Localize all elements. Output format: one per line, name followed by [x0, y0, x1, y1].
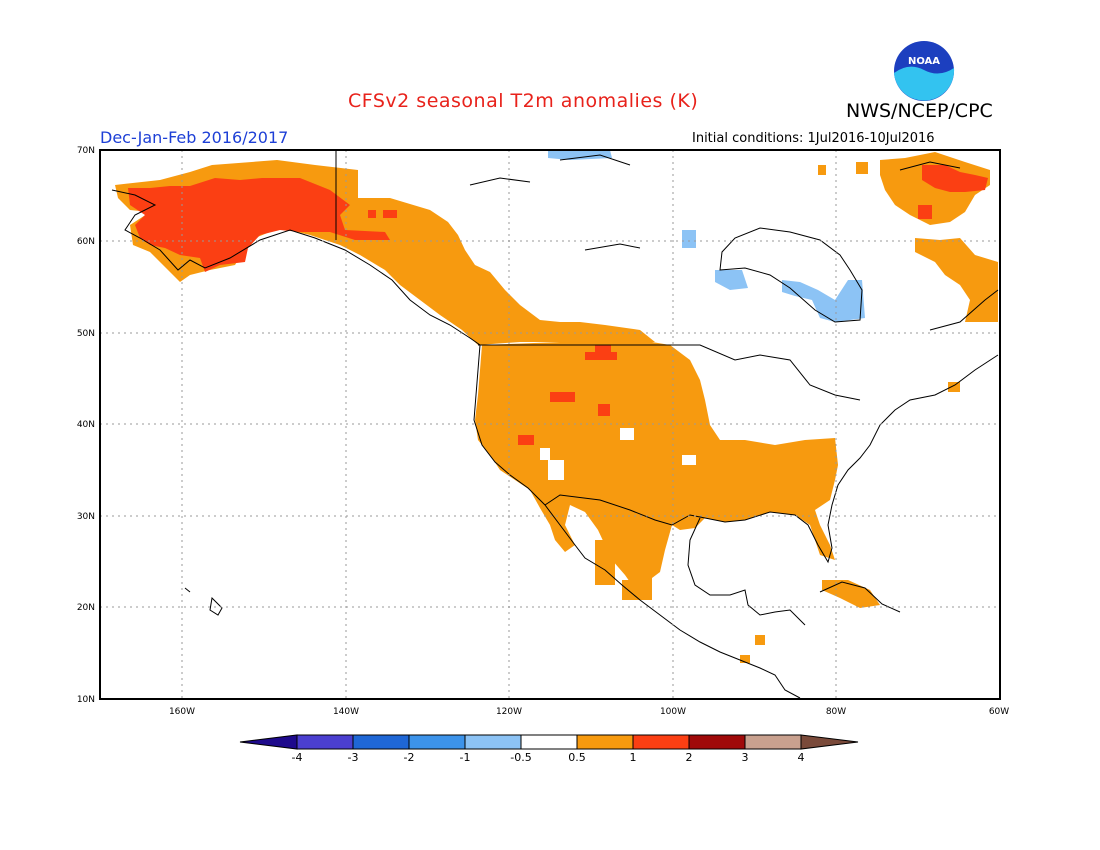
colorbar-swatch [576, 734, 634, 750]
map-frame [99, 149, 1001, 700]
colorbar-tick-label: 1 [630, 751, 637, 764]
lon-label: 60W [989, 707, 1009, 717]
noaa-logo: NOAA [894, 41, 955, 101]
anomaly-strong-region-northeast [922, 165, 988, 192]
colorbar-swatch [520, 734, 578, 750]
longitude-labels: 160W 140W 120W 100W 80W 60W [169, 707, 1009, 717]
colorbar-tick-label: 0.5 [568, 751, 586, 764]
colorbar-swatch [688, 734, 746, 750]
colorbar-tick-label: -2 [404, 751, 415, 764]
latitude-labels: 70N 60N 50N 40N 30N 20N 10N [77, 146, 95, 705]
lon-label: 160W [169, 707, 195, 717]
anomaly-cool-region [548, 150, 612, 160]
lat-label: 50N [77, 329, 95, 339]
lat-label: 30N [77, 512, 95, 522]
lon-label: 120W [496, 707, 522, 717]
colorbar-tick-label: -0.5 [510, 751, 531, 764]
colorbar-arrow-low [239, 734, 298, 750]
agency-label: NWS/NCEP/CPC [846, 100, 993, 122]
lon-label: 80W [826, 707, 846, 717]
anomaly-warm-region-northeast [880, 152, 990, 225]
lat-label: 10N [77, 695, 95, 705]
logo-text: NOAA [908, 56, 940, 67]
colorbar-tick-label: 4 [798, 751, 805, 764]
colorbar-tick-label: -1 [460, 751, 471, 764]
lat-label: 60N [77, 237, 95, 247]
colorbar-swatch [632, 734, 690, 750]
anomaly-field [115, 150, 998, 663]
coastlines [111, 150, 999, 699]
map-title: CFSv2 seasonal T2m anomalies (K) [348, 90, 699, 112]
lat-label: 70N [77, 146, 95, 156]
season-label: Dec-Jan-Feb 2016/2017 [100, 128, 289, 147]
colorbar-swatch [744, 734, 802, 750]
colorbar-swatch [464, 734, 522, 750]
colorbar-tick-label: 2 [686, 751, 693, 764]
lat-label: 40N [77, 420, 95, 430]
colorbar-tick-label: -3 [348, 751, 359, 764]
anomaly-warm-region-conus [475, 340, 838, 600]
lon-label: 140W [333, 707, 359, 717]
lat-label: 20N [77, 603, 95, 613]
colorbar-swatch [296, 734, 354, 750]
anomaly-strong-region-alaska [128, 178, 390, 272]
colorbar: -4 -3 -2 -1 -0.5 0.5 1 2 3 4 [239, 734, 859, 764]
graticule [100, 150, 1000, 699]
lon-label: 100W [660, 707, 686, 717]
colorbar-swatch [352, 734, 410, 750]
colorbar-swatch [408, 734, 466, 750]
colorbar-arrow-high [800, 734, 859, 750]
initial-conditions-label: Initial conditions: 1Jul2016-10Jul2016 [692, 131, 935, 146]
colorbar-tick-label: 3 [742, 751, 749, 764]
colorbar-tick-label: -4 [292, 751, 303, 764]
